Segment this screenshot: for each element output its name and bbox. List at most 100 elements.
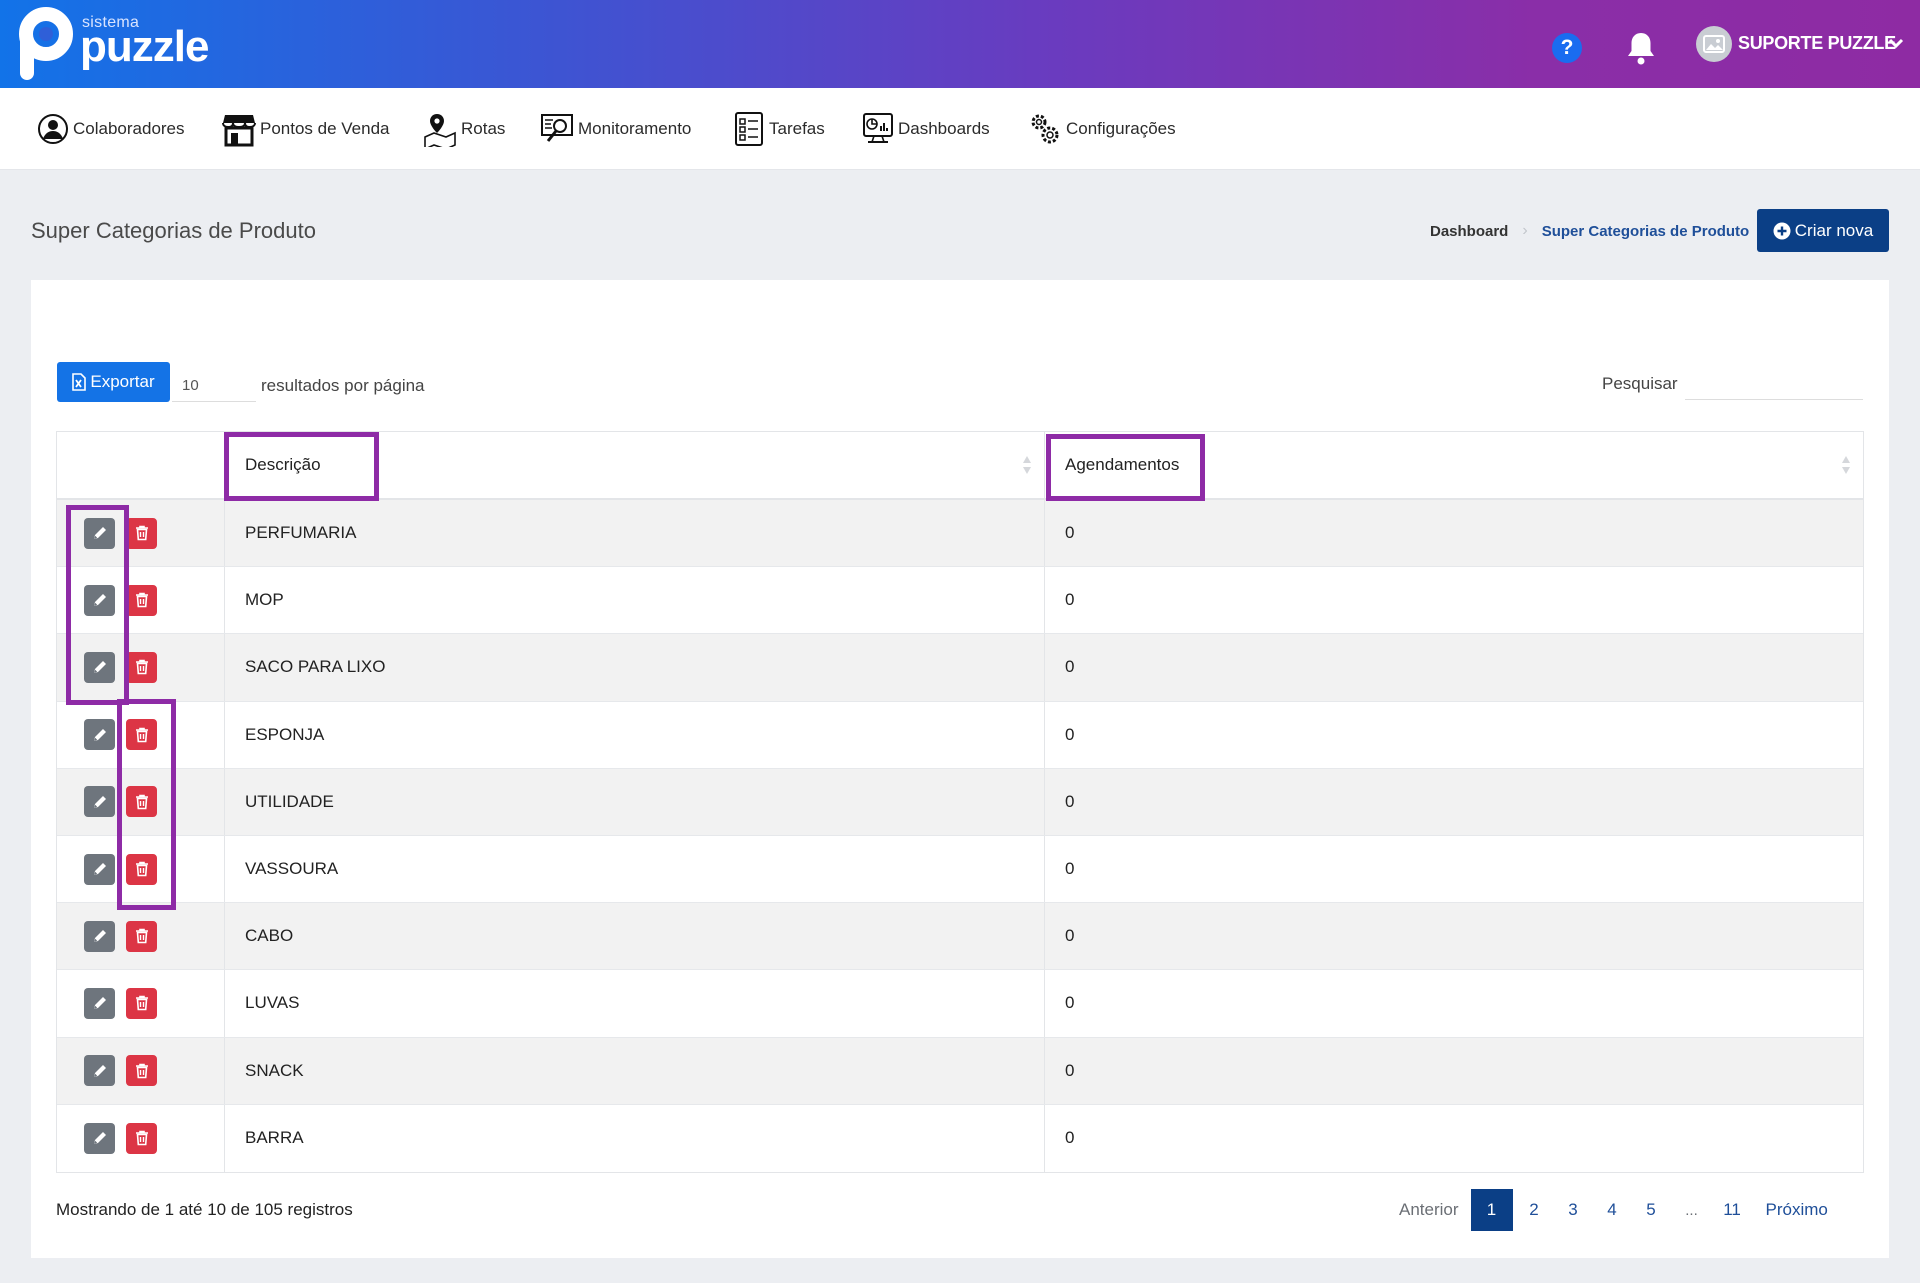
cell-descricao: VASSOURA <box>225 835 1045 903</box>
pagination-page[interactable]: 5 <box>1646 1200 1656 1219</box>
edit-button[interactable] <box>84 786 115 818</box>
pagination-page[interactable]: 3 <box>1568 1200 1578 1219</box>
main-nav: Colaboradores Pontos de Venda Rotas Moni… <box>0 88 1920 170</box>
edit-button[interactable] <box>84 1055 115 1087</box>
nav-item-rotas[interactable]: Rotas <box>423 109 505 149</box>
nav-item-dashboards[interactable]: Dashboards <box>862 109 990 149</box>
create-new-button[interactable]: Criar nova <box>1757 209 1889 252</box>
trash-icon <box>135 525 148 541</box>
pagination-page[interactable]: 1 <box>1470 1189 1513 1231</box>
chevron-down-icon[interactable] <box>1888 36 1904 50</box>
table-info: Mostrando de 1 até 10 de 105 registros <box>56 1200 353 1219</box>
nav-item-pontos-de-venda[interactable]: Pontos de Venda <box>222 109 390 149</box>
actions-column-header <box>57 432 225 498</box>
edit-button[interactable] <box>84 651 115 683</box>
sort-icon[interactable] <box>1841 454 1851 476</box>
cell-descricao: SACO PARA LIXO <box>225 634 1045 701</box>
notification-bell-icon[interactable] <box>1624 30 1658 66</box>
checklist-icon <box>735 112 763 146</box>
edit-button[interactable] <box>84 853 115 885</box>
pencil-icon <box>93 1132 106 1145</box>
pagination: Anterior 1 2 3 4 5... 11 Próximo <box>1393 1189 1834 1231</box>
table-row: BARRA 0 <box>57 1104 1863 1172</box>
trash-icon <box>135 1130 148 1146</box>
breadcrumb-current[interactable]: Super Categorias de Produto <box>1541 222 1750 240</box>
help-icon[interactable]: ? <box>1552 33 1582 63</box>
pagination-pages: 1 2 3 4 5... 11 <box>1470 1189 1752 1231</box>
pencil-icon <box>93 930 106 943</box>
cell-agendamentos: 0 <box>1065 1128 1075 1148</box>
monitor-search-icon <box>541 114 573 142</box>
delete-button[interactable] <box>126 786 157 818</box>
trash-icon <box>135 996 148 1011</box>
row-actions <box>57 903 225 970</box>
pagination-page[interactable]: 4 <box>1607 1200 1617 1219</box>
nav-label: Colaboradores <box>73 119 185 138</box>
row-actions <box>57 970 225 1037</box>
pencil-icon <box>93 527 106 540</box>
edit-button[interactable] <box>84 920 115 952</box>
delete-button[interactable] <box>126 987 157 1019</box>
search-input[interactable] <box>1685 366 1863 400</box>
cell-descricao: PERFUMARIA <box>225 500 1045 567</box>
column-header-descricao[interactable]: Descrição <box>225 432 1045 498</box>
delete-button[interactable] <box>126 651 157 683</box>
excel-file-icon <box>72 373 87 391</box>
table-body: PERFUMARIA 0 MOP 0 <box>57 500 1863 1172</box>
nav-label: Dashboards <box>898 119 990 138</box>
pagination-previous[interactable]: Anterior <box>1399 1200 1459 1219</box>
delete-button[interactable] <box>126 584 157 616</box>
cell-descricao: CABO <box>225 903 1045 970</box>
export-button[interactable]: Exportar <box>57 362 170 402</box>
delete-button[interactable] <box>126 719 157 751</box>
export-label: Exportar <box>90 372 155 391</box>
edit-button[interactable] <box>84 584 115 616</box>
row-actions <box>57 634 225 701</box>
delete-button[interactable] <box>126 920 157 952</box>
pagination-page[interactable]: 11 <box>1723 1200 1741 1219</box>
delete-button[interactable] <box>126 517 157 549</box>
user-menu-name[interactable]: SUPORTE PUZZLE <box>1738 33 1896 53</box>
results-per-page-input[interactable] <box>172 370 256 402</box>
table-row: CABO 0 <box>57 903 1863 971</box>
delete-button[interactable] <box>126 1055 157 1087</box>
row-actions <box>57 500 225 567</box>
dashboard-screen-icon <box>863 113 893 143</box>
column-header-agendamentos[interactable]: Agendamentos <box>1045 432 1863 498</box>
sort-icon[interactable] <box>1022 454 1032 476</box>
delete-button[interactable] <box>126 853 157 885</box>
breadcrumb-home-link[interactable]: Dashboard <box>1430 222 1509 240</box>
user-circle-icon <box>38 114 68 144</box>
cell-agendamentos: 0 <box>1065 1060 1075 1080</box>
edit-button[interactable] <box>84 517 115 549</box>
pencil-icon <box>93 863 106 876</box>
nav-item-tarefas[interactable]: Tarefas <box>733 109 825 149</box>
breadcrumb-separator-icon: › <box>1522 222 1528 239</box>
nav-label: Tarefas <box>769 119 825 138</box>
nav-item-colaboradores[interactable]: Colaboradores <box>37 109 185 149</box>
cell-descricao: UTILIDADE <box>225 768 1045 835</box>
edit-button[interactable] <box>84 1122 115 1154</box>
pagination-next[interactable]: Próximo <box>1765 1200 1828 1219</box>
cell-agendamentos: 0 <box>1065 523 1075 543</box>
trash-icon <box>135 794 148 810</box>
pagination-ellipsis: ... <box>1685 1201 1698 1219</box>
pagination-page[interactable]: 2 <box>1529 1200 1539 1219</box>
user-avatar[interactable] <box>1696 26 1732 62</box>
edit-button[interactable] <box>84 719 115 751</box>
nav-label: Rotas <box>461 119 506 138</box>
cell-agendamentos: 0 <box>1065 859 1075 879</box>
nav-item-monitoramento[interactable]: Monitoramento <box>540 109 691 149</box>
table-header-row: Descrição Agendamentos <box>57 432 1863 500</box>
image-placeholder-icon <box>1703 35 1725 53</box>
trash-icon <box>135 928 148 944</box>
cell-agendamentos: 0 <box>1065 724 1075 744</box>
table-row: SACO PARA LIXO 0 <box>57 634 1863 702</box>
results-per-page-label: resultados por página <box>261 376 425 395</box>
delete-button[interactable] <box>126 1122 157 1154</box>
row-actions <box>57 1104 225 1172</box>
pencil-icon <box>93 728 106 741</box>
edit-button[interactable] <box>84 987 115 1019</box>
nav-item-configuracoes[interactable]: Configurações <box>1028 109 1176 149</box>
pencil-icon <box>93 795 106 808</box>
